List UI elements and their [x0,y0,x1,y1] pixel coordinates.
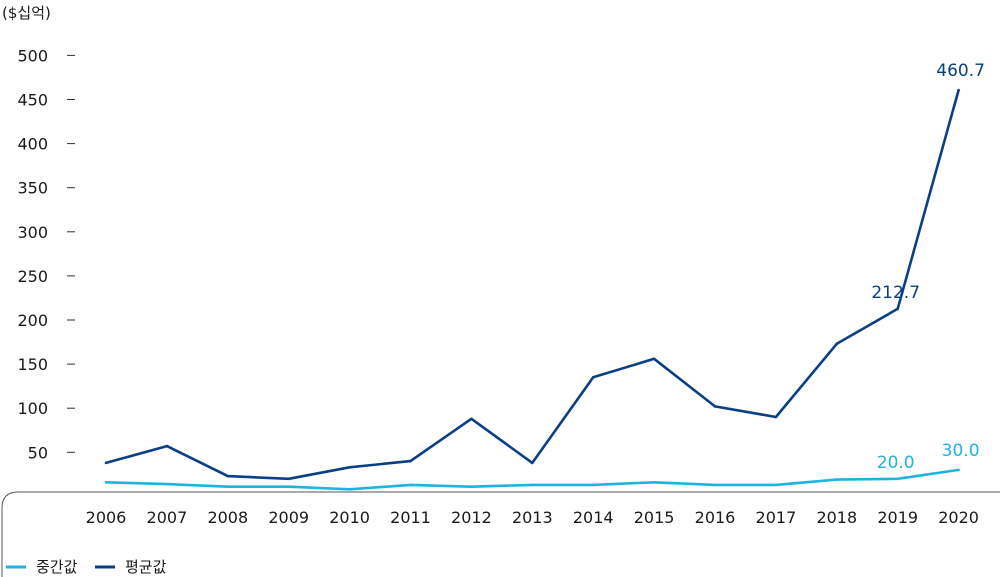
data-point-1-2020 [957,88,960,92]
data-point-0-2015 [652,480,656,484]
legend-label-median: 중간값 [36,558,78,576]
data-point-1-2015 [652,357,656,361]
y-tick-label-400: 400 [17,135,48,154]
data-point-1-2007 [165,444,169,448]
x-tick-label-2012: 2012 [451,508,492,527]
data-point-1-2009 [287,477,291,481]
data-point-1-2006 [104,461,108,465]
data-point-0-2019 [896,477,899,481]
data-labels: 20.0 30.0 212.7 460.7 [871,61,985,473]
chart-frame [1,491,1000,577]
data-point-1-2016 [713,405,717,408]
y-tick-label-350: 350 [17,179,48,198]
data-point-1-2013 [531,461,534,465]
x-tick-label-2018: 2018 [816,508,857,527]
y-tick-label-150: 150 [17,355,48,374]
x-tick-label-2016: 2016 [695,508,736,527]
x-tick-label-2015: 2015 [634,508,675,527]
data-point-1-2011 [409,459,412,463]
y-tick-label-300: 300 [17,223,48,242]
y-tick-label-50: 50 [28,443,48,462]
x-tick-label-2007: 2007 [147,508,188,527]
data-point-0-2006 [104,480,108,484]
data-point-0-2011 [409,483,412,487]
series-line-0 [105,468,959,491]
x-tick-label-2013: 2013 [512,508,553,527]
data-point-0-2018 [835,478,839,481]
y-tick-label-450: 450 [17,91,48,110]
data-label-1-2020: 460.7 [936,61,985,81]
x-tick-label-2010: 2010 [329,508,370,527]
series-layer [104,88,960,491]
data-point-0-2017 [774,483,778,487]
legend: 중간값 평균값 [6,558,167,576]
data-point-0-2016 [713,483,717,487]
data-point-1-2008 [226,474,230,478]
data-point-0-2012 [470,485,473,488]
x-tick-label-2014: 2014 [573,508,614,527]
y-tick-label-100: 100 [17,399,48,418]
data-point-0-2020 [957,468,960,472]
x-tick-label-2017: 2017 [756,508,797,527]
data-point-0-2007 [165,482,169,486]
x-tick-label-2009: 2009 [268,508,309,527]
y-tick-label-500: 500 [17,46,48,65]
data-point-1-2014 [591,376,595,379]
series-line-1 [105,89,960,481]
data-point-0-2009 [287,485,291,488]
data-point-1-2010 [348,465,351,469]
data-point-1-2018 [835,342,839,346]
x-tick-label-2006: 2006 [86,508,127,527]
data-label-0-2020: 30.0 [942,441,980,461]
data-point-0-2010 [348,488,351,491]
x-tick-label-2011: 2011 [390,508,431,527]
y-axis: 50 100 150 200 250 300 350 400 450 500 [17,46,75,462]
legend-label-mean: 평균값 [125,558,167,576]
data-point-1-2012 [470,417,473,421]
x-axis: 2006 2007 2008 2009 2010 2011 2012 2013 2014 2015… [86,508,979,527]
data-label-0-2019: 20.0 [877,453,915,473]
data-label-1-2019: 212.7 [871,283,920,303]
x-tick-label-2008: 2008 [207,508,248,527]
data-point-0-2014 [591,483,595,487]
data-point-1-2017 [774,415,778,419]
x-tick-label-2019: 2019 [877,508,918,527]
data-point-1-2019 [896,307,899,311]
data-point-0-2013 [531,483,534,487]
y-tick-label-250: 250 [17,267,48,286]
y-tick-label-200: 200 [17,311,48,330]
data-point-0-2008 [226,485,230,488]
y-unit-label: ($십억) [2,4,51,22]
x-tick-label-2020: 2020 [938,508,979,527]
